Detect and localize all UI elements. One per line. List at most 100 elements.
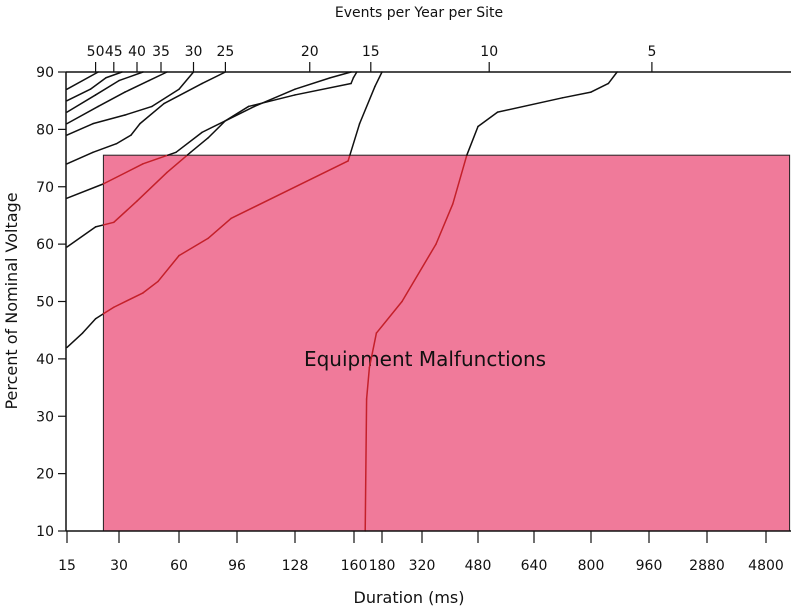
y-tick-label: 80 bbox=[36, 122, 54, 138]
series-line-segment bbox=[94, 224, 105, 228]
series-line-segment bbox=[224, 105, 256, 122]
series-line-segment bbox=[466, 125, 479, 156]
x-tick-label: 2880 bbox=[689, 558, 725, 574]
series-line-segment bbox=[136, 171, 168, 202]
series-line-segment bbox=[477, 111, 499, 128]
series-line-segment bbox=[139, 102, 165, 125]
y-tick-label: 70 bbox=[36, 180, 54, 196]
region-label: Equipment Malfunctions bbox=[304, 347, 546, 371]
series-line-segment bbox=[142, 280, 159, 294]
series-line-segment bbox=[207, 217, 232, 240]
series-line-segment bbox=[358, 85, 376, 125]
series-line-segment bbox=[66, 94, 97, 113]
series-line-segment bbox=[294, 76, 332, 90]
y-tick-label: 50 bbox=[36, 295, 54, 311]
series-line-segment bbox=[102, 306, 115, 315]
series-line-segment bbox=[97, 91, 126, 108]
y-tick-label: 10 bbox=[36, 524, 54, 540]
x-tick-label: 800 bbox=[578, 558, 605, 574]
top-tick-label: 25 bbox=[216, 44, 234, 60]
series-line-segment bbox=[163, 82, 203, 105]
series-line-segment bbox=[157, 254, 180, 283]
series-line-segment bbox=[375, 300, 403, 334]
top-tick-label: 50 bbox=[87, 44, 105, 60]
series-line-segment bbox=[329, 71, 352, 79]
x-tick-label: 128 bbox=[282, 558, 309, 574]
series-line-segment bbox=[113, 200, 138, 224]
series-line-segment bbox=[352, 71, 358, 79]
x-tick-label: 60 bbox=[170, 558, 188, 574]
series-line-segment bbox=[201, 120, 227, 133]
series-line-segment bbox=[105, 71, 123, 79]
series-line-segment bbox=[94, 313, 105, 320]
series-line-segment bbox=[166, 154, 188, 174]
series-line-segment bbox=[66, 122, 94, 136]
x-ticks: 15 30 60 96 128 160 180 320 480 640 800 960 2880 4800 bbox=[58, 531, 784, 574]
series-line-segment bbox=[365, 366, 371, 400]
series-line-segment bbox=[349, 122, 361, 156]
series-line-segment bbox=[94, 79, 120, 96]
series-line-segment bbox=[113, 292, 144, 308]
series-line-segment bbox=[66, 151, 94, 165]
series-line-segment bbox=[115, 134, 132, 145]
series-line-segment bbox=[347, 154, 351, 162]
series-line-segment bbox=[124, 105, 153, 116]
x-tick-label: 320 bbox=[409, 558, 436, 574]
x-tick-label: 160 bbox=[341, 558, 368, 574]
x-tick-label: 480 bbox=[465, 558, 492, 574]
y-tick-label: 60 bbox=[36, 237, 54, 253]
series-line-segment bbox=[89, 76, 107, 90]
series-line-segment bbox=[92, 142, 118, 154]
x-tick-label: 30 bbox=[110, 558, 128, 574]
x-tick-label: 640 bbox=[521, 558, 548, 574]
series-line-segment bbox=[364, 398, 368, 532]
series-line-segment bbox=[201, 71, 227, 85]
y-tick-label: 20 bbox=[36, 467, 54, 483]
series-line-segment bbox=[435, 203, 454, 245]
y-tick-label: 40 bbox=[36, 352, 54, 368]
y-tick-label: 90 bbox=[36, 65, 54, 81]
series-line-segment bbox=[118, 71, 144, 82]
series-line-segment bbox=[148, 71, 168, 82]
chart-title: Events per Year per Site bbox=[335, 5, 503, 21]
series-line-segment bbox=[66, 332, 84, 349]
series-line-segment bbox=[374, 71, 383, 88]
y-axis-label: Percent of Nominal Voltage bbox=[2, 192, 21, 409]
series-line-segment bbox=[142, 154, 169, 165]
series-line-segment bbox=[102, 163, 144, 185]
series-line-segment bbox=[253, 88, 296, 108]
series-line-segment bbox=[350, 76, 355, 85]
top-tick-label: 30 bbox=[185, 44, 203, 60]
series-line-segment bbox=[92, 114, 126, 125]
top-tick-label: 5 bbox=[647, 44, 656, 60]
series-line-segment bbox=[124, 79, 150, 93]
y-ticks: 10 20 30 40 50 60 70 80 90 bbox=[36, 65, 66, 540]
series-line-segment bbox=[247, 94, 296, 108]
series-line-segment bbox=[496, 97, 564, 113]
series-line-segment bbox=[401, 243, 437, 303]
x-tick-label: 4800 bbox=[748, 558, 784, 574]
top-tick-label: 40 bbox=[128, 44, 146, 60]
top-ticks: 50 45 40 35 30 25 20 15 10 5 bbox=[87, 44, 656, 72]
series-line-segment bbox=[102, 221, 115, 226]
series-line-segment bbox=[66, 183, 105, 199]
y-tick-label: 30 bbox=[36, 409, 54, 425]
series-line-segment bbox=[207, 120, 227, 139]
series-line-segment bbox=[294, 82, 352, 96]
x-tick-label: 960 bbox=[636, 558, 663, 574]
series-line-segment bbox=[230, 160, 349, 220]
series-line-segment bbox=[178, 71, 195, 90]
top-tick-label: 15 bbox=[362, 44, 380, 60]
series-line-segment bbox=[189, 137, 209, 154]
series-line-segment bbox=[167, 151, 177, 156]
series-line-segment bbox=[66, 88, 92, 102]
series-line-segment bbox=[66, 226, 97, 248]
malfunction-region bbox=[102, 154, 791, 532]
series-line-segment bbox=[452, 154, 468, 205]
series-line-segment bbox=[175, 131, 203, 154]
series-lines bbox=[66, 71, 618, 532]
x-tick-label: 96 bbox=[228, 558, 246, 574]
series-line-segment bbox=[561, 91, 592, 99]
x-axis-label: Duration (ms) bbox=[354, 588, 465, 607]
